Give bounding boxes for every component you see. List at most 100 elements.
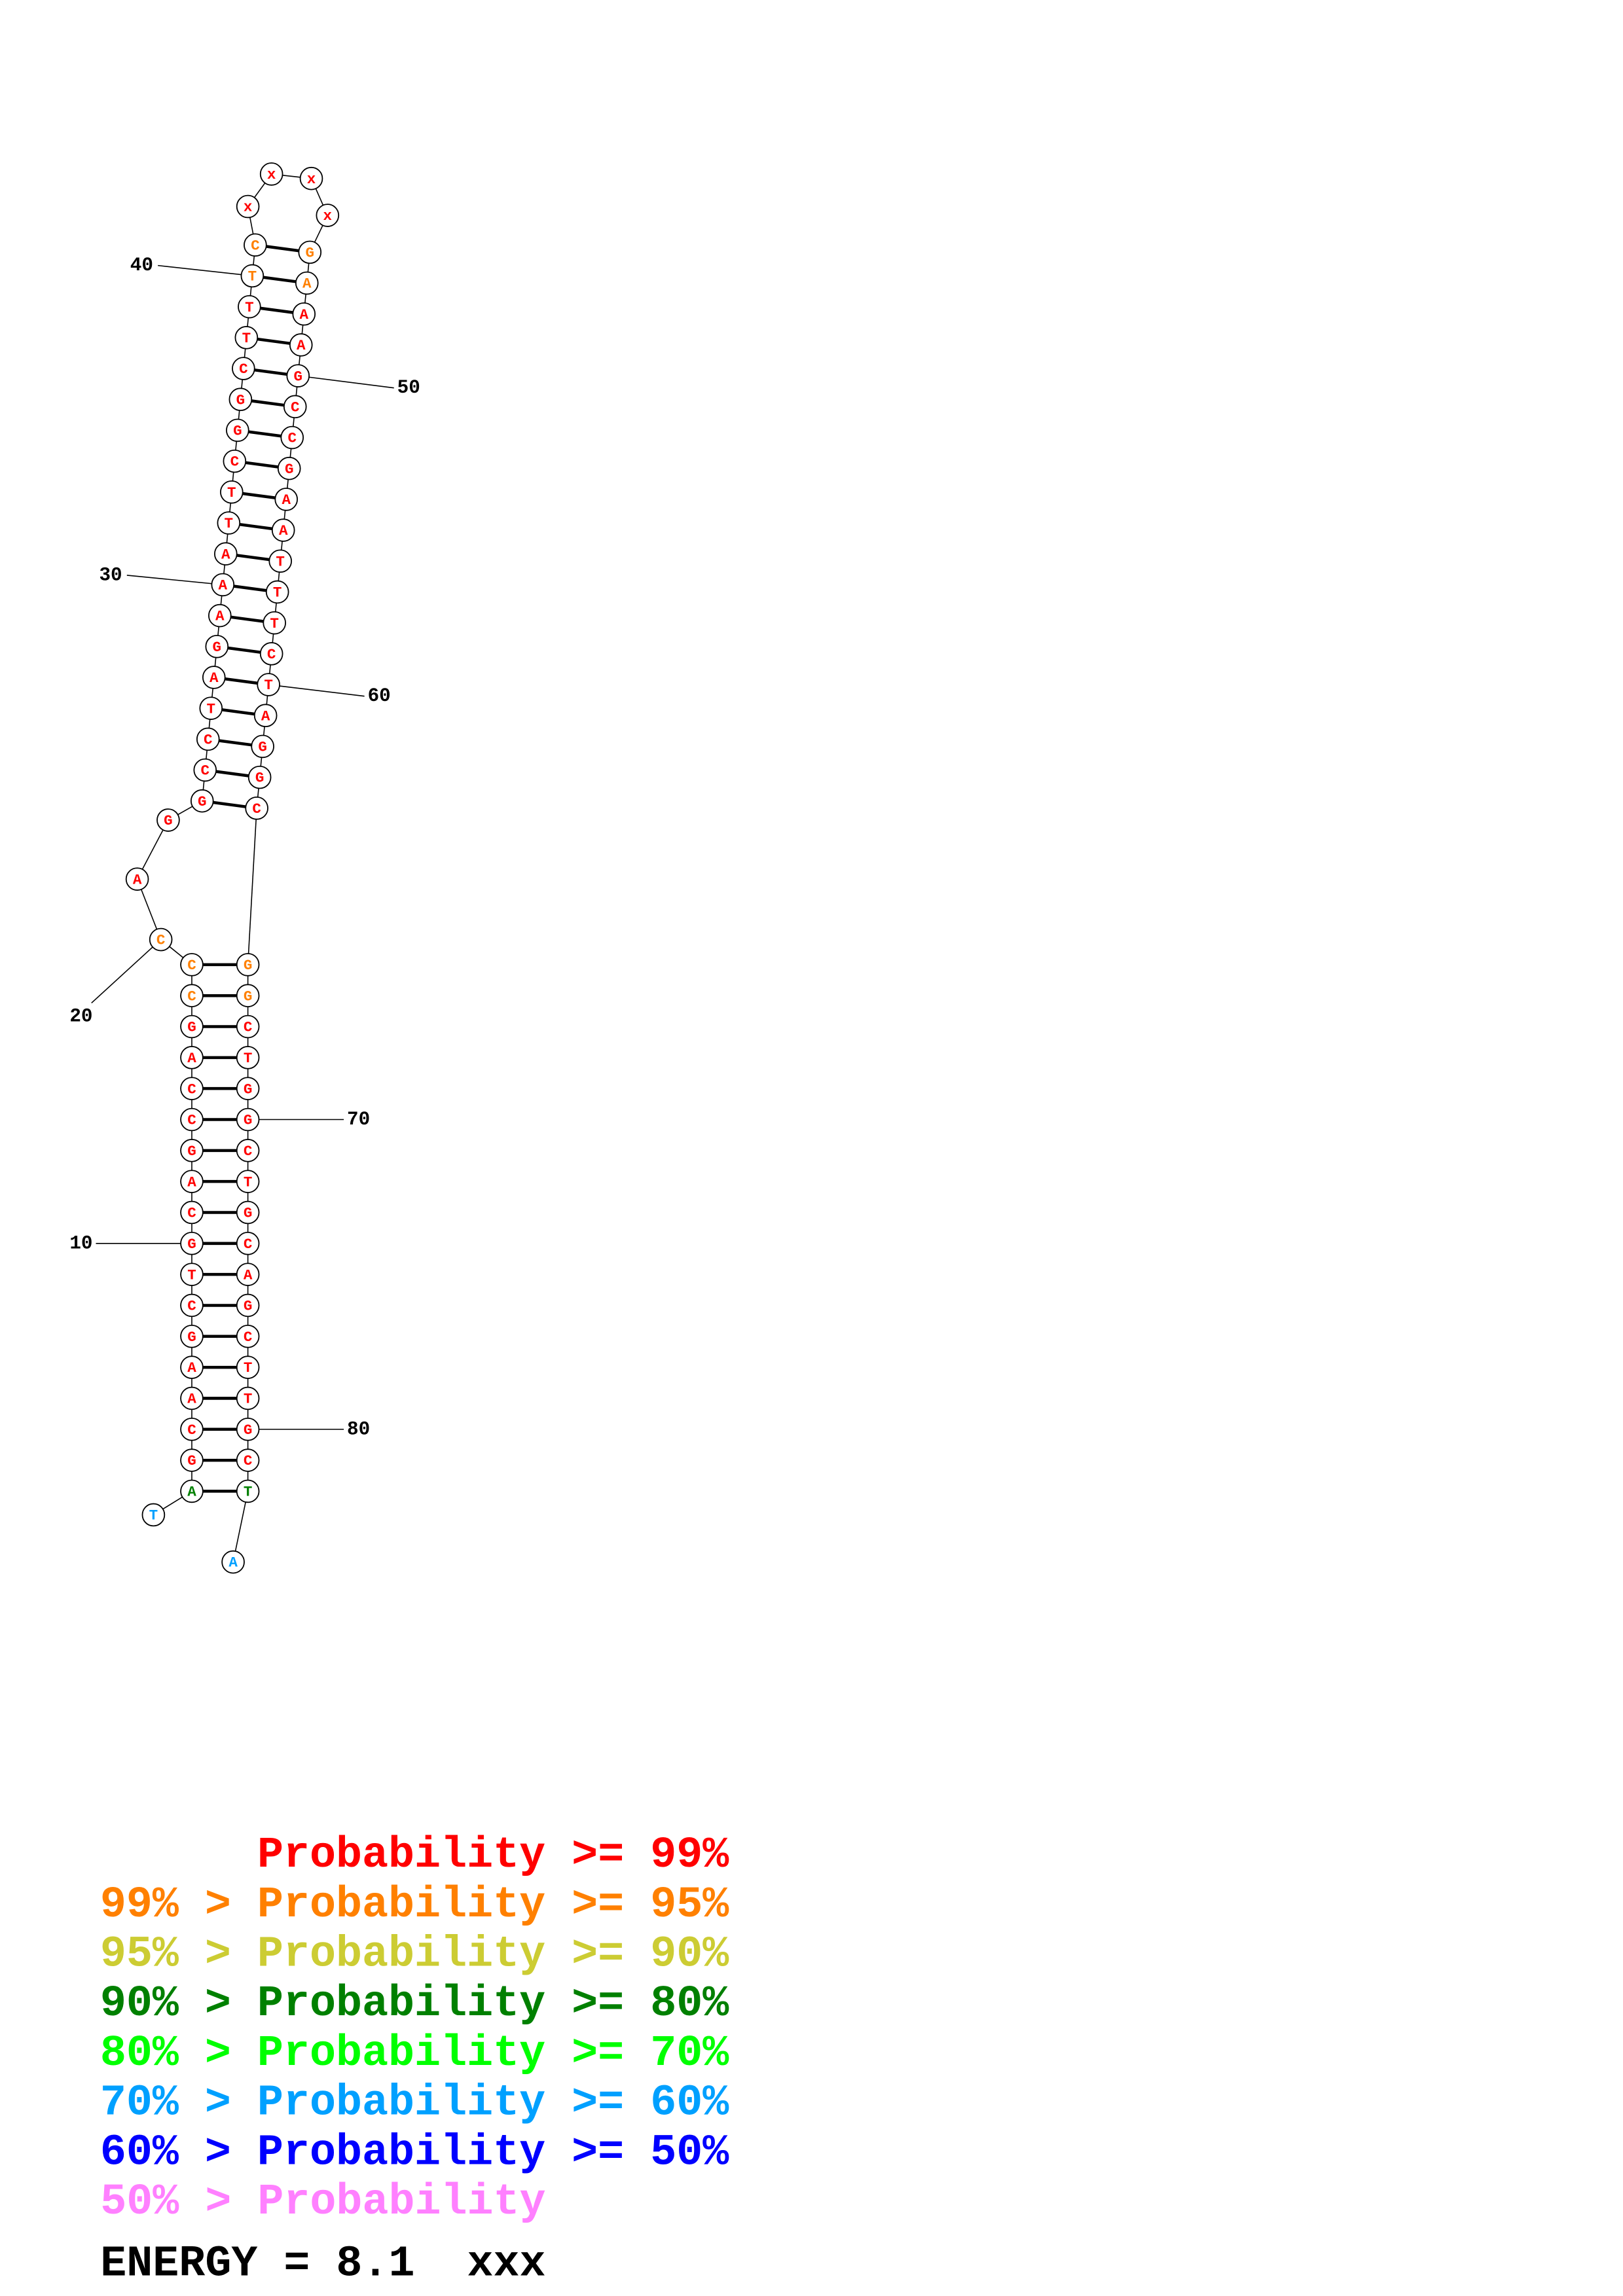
backbone xyxy=(232,1491,249,1562)
nucleotide-circle xyxy=(236,1139,260,1162)
nucleotide: C xyxy=(201,762,210,780)
nucleotide: T xyxy=(207,700,216,717)
nucleotide-circle xyxy=(280,425,304,450)
nucleotide-circle xyxy=(180,1355,204,1379)
nucleotide-circle xyxy=(236,1448,260,1472)
nucleotide-circle xyxy=(236,1170,260,1193)
nucleotide: T xyxy=(227,484,236,501)
nucleotide-circle xyxy=(211,573,235,597)
legend-entry: 70% > Probability >= 60% xyxy=(100,2079,729,2128)
nucleotide: A xyxy=(302,276,312,293)
nucleotide-circle xyxy=(245,797,268,820)
nucleotide-circle xyxy=(259,162,283,186)
nucleotide: G xyxy=(187,1143,196,1160)
nucleotide-circle xyxy=(277,456,301,480)
nucleotide-circle xyxy=(232,357,255,380)
nucleotide-circle xyxy=(236,194,260,219)
nucleotide-circle xyxy=(236,1200,260,1225)
nucleotide: C xyxy=(244,1019,253,1036)
nucleotide: G xyxy=(187,1236,196,1253)
nucleotide: G xyxy=(244,957,253,974)
nucleotide-circle xyxy=(141,1503,166,1527)
nucleotide-circle xyxy=(236,1107,260,1132)
nucleotide: A xyxy=(215,608,225,625)
nucleotide-circle xyxy=(180,1448,204,1472)
nucleotide-circle xyxy=(236,1355,260,1379)
position-label: 80 xyxy=(347,1418,370,1440)
nucleotide: A xyxy=(244,1266,253,1283)
nucleotide-circle xyxy=(180,1014,204,1039)
nucleotide: C xyxy=(230,454,240,471)
nucleotide-circle xyxy=(236,1077,260,1100)
nucleotide: G xyxy=(236,391,246,408)
nucleotide: x xyxy=(323,207,333,224)
legend-entry: 80% > Probability >= 70% xyxy=(100,2029,729,2079)
nucleotide: C xyxy=(187,1205,196,1222)
nucleotide-circle xyxy=(190,789,214,813)
nucleotide: T xyxy=(244,1174,253,1191)
nucleotide: C xyxy=(239,361,248,378)
nucleotide: C xyxy=(187,988,196,1005)
legend-entry: 95% > Probability >= 90% xyxy=(100,1930,729,1980)
nucleotide-circle xyxy=(263,611,286,635)
label-leader xyxy=(158,264,253,277)
nucleotide: A xyxy=(187,1484,196,1501)
position-label: 10 xyxy=(69,1232,92,1254)
nucleotide: G xyxy=(258,739,267,756)
nucleotide: G xyxy=(244,1298,253,1315)
nucleotide-circle xyxy=(180,1293,204,1318)
nucleotide-circle xyxy=(236,1046,260,1069)
nucleotide-circle xyxy=(236,1014,260,1039)
label-leader xyxy=(298,375,394,389)
position-label: 20 xyxy=(69,1005,92,1027)
nucleotide: T xyxy=(244,1050,253,1067)
nucleotide: C xyxy=(244,1329,253,1346)
nucleotide-circle xyxy=(196,727,220,751)
nucleotide: G xyxy=(244,1205,253,1222)
nucleotide-circle xyxy=(236,1293,260,1318)
nucleotide: G xyxy=(187,1329,196,1346)
nucleotide-circle xyxy=(156,808,180,832)
nucleotide-circle xyxy=(221,1550,245,1574)
label-leader xyxy=(268,684,365,697)
nucleotide-circle xyxy=(180,1200,204,1225)
nucleotide: T xyxy=(244,1359,253,1376)
nucleotide: C xyxy=(244,1452,253,1469)
nucleotide: T xyxy=(225,515,234,532)
nucleotide: A xyxy=(187,1391,196,1408)
nucleotide-circle xyxy=(199,696,223,720)
nucleotide-circle xyxy=(298,240,322,264)
nucleotide-circle xyxy=(257,673,280,696)
nucleotide: G xyxy=(244,1422,253,1439)
nucleotide: T xyxy=(245,299,254,316)
nucleotide-circle xyxy=(265,580,289,604)
nucleotide-circle xyxy=(208,603,232,628)
nucleotide: C xyxy=(204,731,213,748)
nucleotide: A xyxy=(297,337,306,354)
nucleotide: G xyxy=(255,770,264,787)
label-leader xyxy=(91,939,162,1004)
nucleotide-circle xyxy=(180,1046,204,1069)
nucleotide-circle xyxy=(223,449,247,473)
nucleotide: G xyxy=(285,461,294,478)
nucleotide: A xyxy=(261,708,270,725)
legend-entry: 99% > Probability >= 95% xyxy=(100,1880,729,1930)
position-label: 60 xyxy=(368,685,391,707)
nucleotide-circle xyxy=(240,264,264,288)
nucleotide-circle xyxy=(180,953,204,977)
nucleotide: A xyxy=(228,1554,238,1571)
nucleotide: C xyxy=(251,237,260,254)
nucleotide-circle xyxy=(316,204,340,227)
nucleotide: C xyxy=(287,430,297,447)
nucleotide-circle xyxy=(226,418,249,442)
nucleotide-circle xyxy=(253,704,278,728)
nucleotide: T xyxy=(187,1266,196,1283)
nucleotide-circle xyxy=(247,765,272,789)
nucleotide: x xyxy=(267,166,276,183)
nucleotide-circle xyxy=(271,518,295,542)
nucleotide: G xyxy=(244,1112,253,1129)
nucleotide-circle xyxy=(236,1324,260,1348)
nucleotide: T xyxy=(244,1391,253,1408)
nucleotide-circle xyxy=(292,302,316,326)
